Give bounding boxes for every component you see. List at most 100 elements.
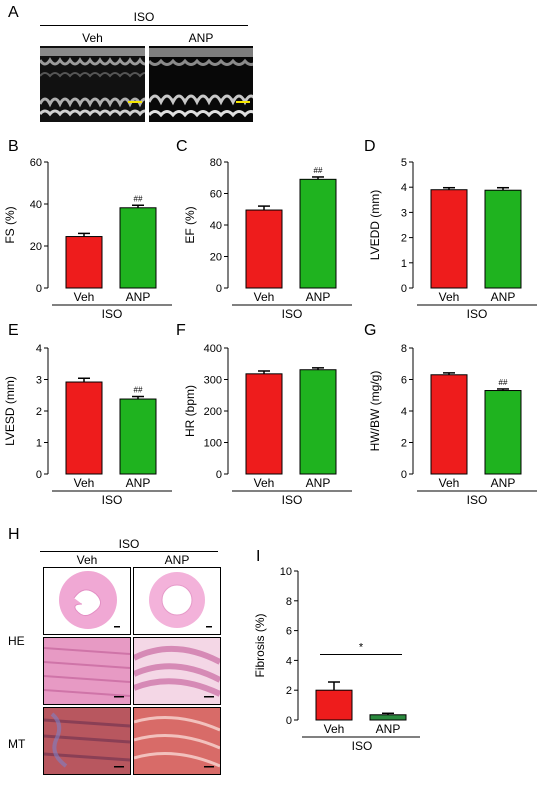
echo-veh-scale-bar	[128, 101, 142, 103]
bar-anp	[369, 714, 407, 721]
y-tick-label: 0	[216, 469, 222, 481]
x-tick-label: Veh	[324, 722, 345, 736]
y-tick-label: 1	[401, 258, 407, 270]
panel-letter-f: F	[176, 322, 186, 339]
y-tick-label: 2	[36, 406, 42, 418]
bar-veh	[65, 236, 103, 289]
group-label: ISO	[282, 307, 303, 321]
y-tick-label: 300	[204, 375, 222, 387]
y-axis-label: HR (bpm)	[183, 385, 197, 437]
mt-veh-myocardium	[43, 707, 131, 775]
histo-group-label: ISO	[118, 537, 140, 551]
x-tick-label: Veh	[439, 290, 460, 304]
x-tick-label: Veh	[254, 476, 275, 490]
significance-marker: ##	[134, 194, 143, 203]
echo-veh-trace	[40, 46, 145, 122]
histo-row-mt-label: MT	[8, 737, 26, 751]
y-tick-label: 3	[36, 375, 42, 387]
mt-anp-myocardium	[133, 707, 221, 775]
echo-group-label: ISO	[133, 10, 155, 24]
y-axis-label: EF (%)	[183, 206, 197, 243]
panel-letter-g: G	[364, 322, 377, 339]
echo-anp-image	[149, 46, 253, 122]
panel-letter-i: I	[256, 548, 261, 565]
y-tick-label: 8	[286, 596, 292, 608]
bar-anp	[484, 390, 522, 475]
y-tick-label: 10	[280, 566, 292, 578]
y-tick-label: 200	[204, 406, 222, 418]
x-tick-label: Veh	[439, 476, 460, 490]
x-tick-label: ANP	[491, 476, 516, 490]
y-tick-label: 2	[286, 685, 292, 697]
significance-marker: ##	[499, 378, 508, 387]
y-tick-label: 60	[210, 189, 222, 201]
bar-anp	[484, 189, 522, 289]
bar-veh	[245, 373, 283, 475]
bar-veh	[315, 689, 353, 721]
panel-letter-b: B	[8, 138, 19, 155]
mt-veh-tissue	[44, 712, 130, 768]
x-tick-label: ANP	[376, 722, 401, 736]
he-veh-heart-section	[59, 571, 120, 629]
bar-anp	[299, 178, 337, 289]
y-tick-label: 5	[401, 157, 407, 169]
y-tick-label: 0	[401, 469, 407, 481]
y-tick-label: 40	[210, 220, 222, 232]
group-label: ISO	[102, 307, 123, 321]
y-tick-label: 4	[401, 182, 407, 194]
y-tick-label: 0	[216, 283, 222, 295]
panel-letter-c: C	[176, 138, 188, 155]
y-tick-label: 20	[210, 252, 222, 264]
bar-veh	[65, 381, 103, 475]
panel-letter-a: A	[8, 4, 19, 21]
bar-anp	[119, 398, 157, 475]
bar-anp	[299, 369, 337, 475]
echo-veh-label: Veh	[82, 31, 103, 45]
x-tick-label: Veh	[254, 290, 275, 304]
group-label: ISO	[467, 493, 488, 507]
y-axis-label: LVEDD (mm)	[368, 190, 382, 260]
he-anp-whole-heart	[133, 567, 221, 635]
y-tick-label: 0	[401, 283, 407, 295]
he-veh-tissue	[44, 647, 130, 698]
y-tick-label: 2	[401, 438, 407, 450]
y-tick-label: 1	[36, 438, 42, 450]
histo-anp-label: ANP	[164, 553, 190, 567]
y-tick-label: 40	[30, 199, 42, 211]
he-anp-heart-section	[149, 572, 212, 628]
panel-letter-e: E	[8, 322, 19, 339]
y-tick-label: 6	[401, 375, 407, 387]
histo-veh-label: Veh	[76, 553, 98, 567]
group-label: ISO	[282, 493, 303, 507]
bar-veh	[430, 374, 468, 475]
significance-marker: ##	[134, 386, 143, 395]
group-label: ISO	[102, 493, 123, 507]
he-anp-myocardium	[133, 637, 221, 705]
y-axis-label: LVESD (mm)	[3, 376, 17, 446]
echo-anp-trace	[149, 46, 253, 122]
bar-veh	[430, 189, 468, 289]
x-tick-label: Veh	[74, 476, 95, 490]
y-tick-label: 80	[210, 157, 222, 169]
y-tick-label: 60	[30, 157, 42, 169]
x-tick-label: ANP	[491, 290, 516, 304]
group-label: ISO	[467, 307, 488, 321]
bar-anp	[119, 207, 157, 289]
he-veh-myocardium	[43, 637, 131, 705]
y-tick-label: 4	[401, 406, 407, 418]
y-tick-label: 8	[401, 343, 407, 355]
he-veh-whole-heart	[43, 567, 131, 635]
y-tick-label: 2	[401, 233, 407, 245]
y-axis-label: FS (%)	[3, 206, 17, 243]
he-anp-tissue	[134, 646, 220, 698]
x-tick-label: ANP	[306, 476, 331, 490]
y-tick-label: 0	[286, 715, 292, 727]
y-tick-label: 100	[204, 438, 222, 450]
histo-row-he-label: HE	[8, 634, 25, 648]
